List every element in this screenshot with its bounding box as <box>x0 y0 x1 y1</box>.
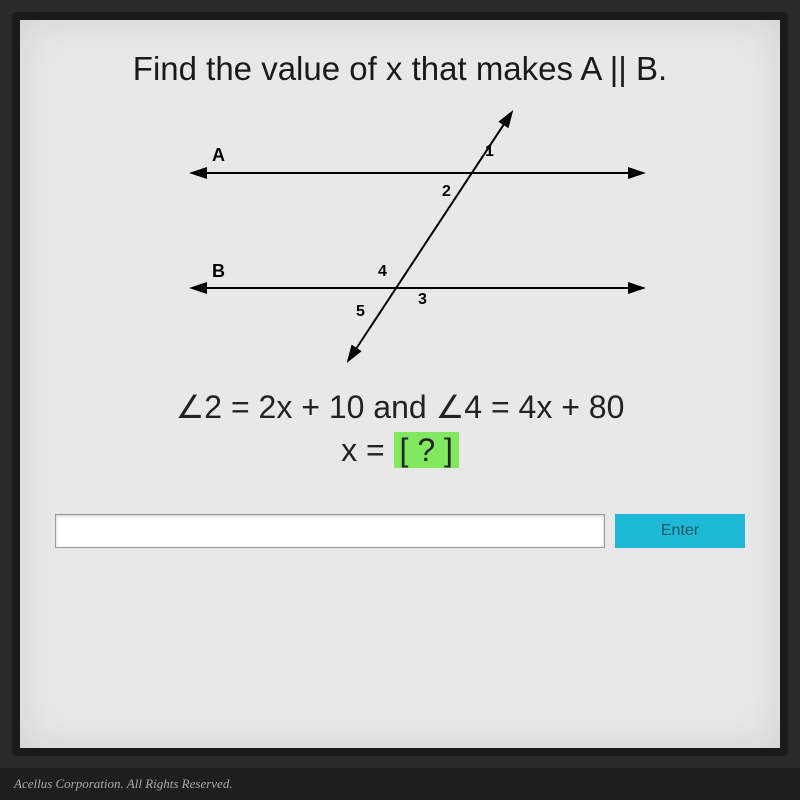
label-b: B <box>212 261 225 282</box>
diagram-svg <box>140 103 660 363</box>
answer-prefix: x = <box>341 432 393 468</box>
enter-button[interactable]: Enter <box>615 514 745 548</box>
angle-4: 4 <box>378 263 387 281</box>
angle-1: 1 <box>485 143 494 161</box>
angle-3: 3 <box>418 291 427 309</box>
angle-5: 5 <box>356 303 365 321</box>
question-text: Find the value of x that makes A || B. <box>55 50 745 88</box>
equation-text: ∠2 = 2x + 10 and ∠4 = 4x + 80 <box>55 388 745 426</box>
problem-screen: Find the value of x that makes A || B. A… <box>12 12 788 756</box>
copyright-footer: Acellus Corporation. All Rights Reserved… <box>0 768 800 800</box>
label-a: A <box>212 145 225 166</box>
answer-input[interactable] <box>55 514 605 548</box>
geometry-diagram: A B 1 2 3 4 5 <box>140 103 660 363</box>
answer-line: x = [ ? ] <box>55 432 745 469</box>
input-row: Enter <box>55 514 745 548</box>
answer-highlight: [ ? ] <box>394 432 459 468</box>
angle-2: 2 <box>442 183 451 201</box>
